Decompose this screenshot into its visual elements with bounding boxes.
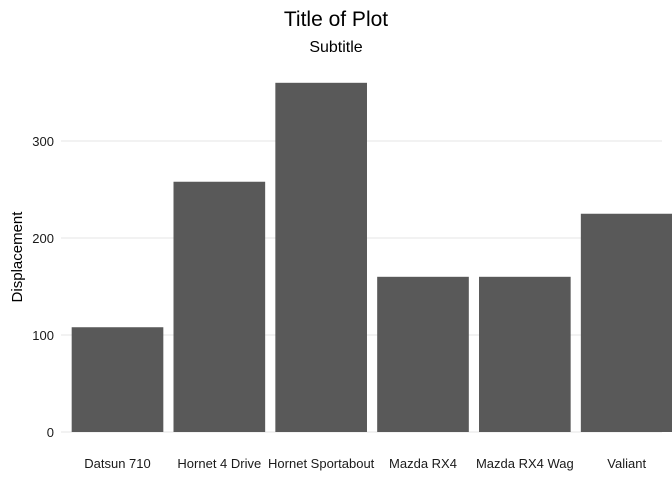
y-tick-label: 200 [32,231,54,246]
chart-subtitle: Subtitle [309,39,362,56]
x-tick-label: Hornet 4 Drive [177,456,261,471]
x-tick-labels: Datsun 710 Hornet 4 Drive Hornet Sportabou… [84,456,646,471]
bar-valiant [580,213,672,432]
x-tick-label: Hornet Sportabout [268,456,375,471]
y-tick-label: 0 [47,425,54,440]
bar-hornet-sportabout [275,82,367,433]
x-tick-label: Mazda RX4 [389,456,457,471]
x-tick-label: Valiant [607,456,646,471]
bar-mazda-rx4-wag [479,276,571,432]
chart-title: Title of Plot [284,8,388,31]
y-tick-labels: 0 100 200 300 [32,134,54,440]
bar-mazda-rx4 [377,276,469,432]
y-tick-label: 100 [32,328,54,343]
x-tick-label: Mazda RX4 Wag [476,456,574,471]
bar-hornet-4-drive [173,181,266,432]
bars [71,82,672,433]
x-tick-label: Datsun 710 [84,456,151,471]
y-axis-label: Displacement [9,211,26,303]
y-tick-label: 300 [32,134,54,149]
bar-datsun-710 [71,327,164,432]
